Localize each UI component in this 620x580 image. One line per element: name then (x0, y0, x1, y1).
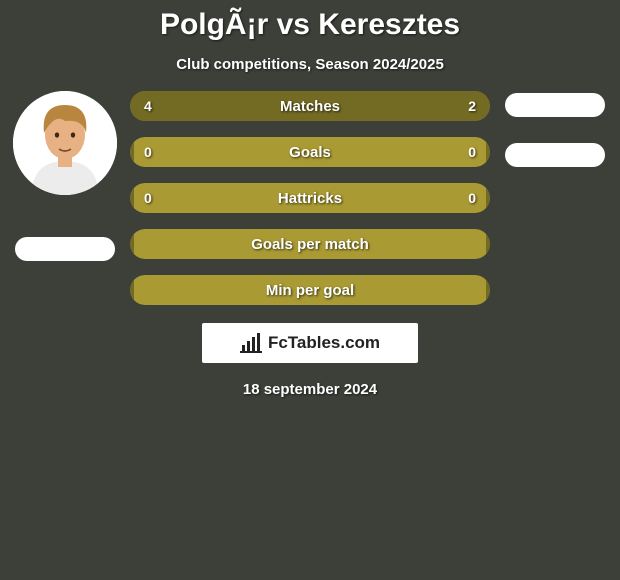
content-row: Matches42Goals00Hattricks00Goals per mat… (0, 91, 620, 305)
stat-bar-left-value: 0 (144, 183, 152, 213)
branding-badge: FcTables.com (202, 323, 418, 363)
comparison-card: PolgÃ¡r vs Keresztes Club competitions, … (0, 0, 620, 580)
stat-bar-label: Min per goal (130, 275, 490, 305)
stat-bar-right-value: 0 (468, 137, 476, 167)
stat-bar-label: Matches (130, 91, 490, 121)
date: 18 september 2024 (0, 381, 620, 398)
branding-text: FcTables.com (268, 333, 380, 353)
stat-bar-left-value: 4 (144, 91, 152, 121)
stat-bar: Goals0 0 (130, 137, 490, 167)
player-right-pill-1 (505, 93, 605, 117)
stat-bar: Hattricks0 0 (130, 183, 490, 213)
stat-bar: Goals per match (130, 229, 490, 259)
player-right-pill-2 (505, 143, 605, 167)
player-left-column (8, 91, 122, 261)
stat-bar-label: Hattricks (130, 183, 490, 213)
stat-bar-label: Goals (130, 137, 490, 167)
bar-chart-icon (240, 333, 264, 353)
avatar-eye-left (55, 132, 59, 137)
player-left-name-pill (15, 237, 115, 261)
stat-bar-label: Goals per match (130, 229, 490, 259)
stat-bar-left-value: 0 (144, 137, 152, 167)
stat-bars: Matches42Goals00Hattricks00Goals per mat… (122, 91, 498, 305)
avatar-illustration (13, 91, 117, 195)
player-right-column (498, 91, 612, 167)
player-left-avatar (13, 91, 117, 195)
subtitle: Club competitions, Season 2024/2025 (0, 56, 620, 73)
stat-bar-right-value: 2 (468, 91, 476, 121)
stat-bar-right-value: 0 (468, 183, 476, 213)
page-title: PolgÃ¡r vs Keresztes (0, 8, 620, 42)
stat-bar: Min per goal (130, 275, 490, 305)
stat-bar: Matches4 2 (130, 91, 490, 121)
avatar-eye-right (71, 132, 75, 137)
